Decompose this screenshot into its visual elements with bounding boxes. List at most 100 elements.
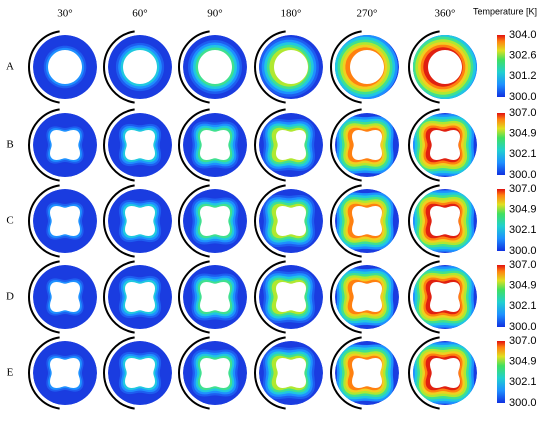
contour-plot: [178, 108, 247, 182]
colorbar: [497, 35, 505, 97]
hole: [276, 206, 306, 236]
contour-plot: [178, 260, 247, 334]
contour-plot: [408, 30, 477, 104]
contour-layers: [413, 35, 477, 99]
colorbar-tick-label: 302.1: [509, 224, 537, 236]
contour-plot: [330, 336, 399, 410]
hole: [276, 130, 306, 160]
wall-arc: [28, 30, 60, 104]
contour-plot: [103, 30, 172, 104]
contour-layers: [108, 189, 172, 253]
hole: [125, 282, 155, 312]
colorbar-tick-label: 300.0: [509, 169, 537, 181]
contour-plot: [28, 260, 97, 334]
contour-plot: [254, 184, 323, 258]
contour-plot: [28, 30, 97, 104]
hole: [200, 282, 230, 312]
hole: [352, 130, 382, 160]
contour-plot: [254, 260, 323, 334]
colorbar-tick-label: 300.0: [509, 91, 537, 103]
contour-layers: [335, 341, 399, 405]
wall-arc: [178, 30, 210, 104]
colorbar-tick-label: 302.1: [509, 376, 537, 388]
contour-layers: [183, 189, 247, 253]
column-header: 270°: [357, 8, 378, 20]
hole: [428, 50, 462, 84]
colorbar: [497, 113, 505, 175]
hole: [430, 358, 460, 388]
column-header: 180°: [281, 8, 302, 20]
hole: [125, 130, 155, 160]
contour-layers: [183, 35, 247, 99]
contour-layers: [413, 265, 477, 329]
colorbar-title: Temperature [K]: [473, 6, 537, 16]
hole: [352, 282, 382, 312]
contour-layers: [33, 265, 97, 329]
colorbar: [497, 265, 505, 327]
wall-arc: [408, 336, 440, 410]
contour-layers: [33, 341, 97, 405]
wall-arc: [254, 108, 286, 182]
contour-plot: [330, 108, 399, 182]
wall-arc: [254, 336, 286, 410]
colorbar-tick-label: 302.6: [509, 50, 537, 62]
contour-plot: [103, 336, 172, 410]
hole: [200, 206, 230, 236]
contour-plot: [28, 184, 97, 258]
contour-layers: [183, 265, 247, 329]
hole: [352, 206, 382, 236]
contour-layers: [108, 35, 172, 99]
colorbar-tick-label: 302.1: [509, 300, 537, 312]
wall-arc: [178, 184, 210, 258]
row-label: B: [6, 139, 13, 151]
wall-arc: [408, 30, 440, 104]
contour-layers: [33, 113, 97, 177]
colorbar-tick-label: 300.0: [509, 245, 537, 257]
wall-arc: [28, 260, 60, 334]
contour-layers: [108, 113, 172, 177]
wall-arc: [28, 184, 60, 258]
contour-layers: [259, 113, 323, 177]
wall-arc: [28, 336, 60, 410]
hole: [352, 358, 382, 388]
hole: [123, 50, 157, 84]
column-header: 60°: [132, 8, 147, 20]
wall-arc: [28, 108, 60, 182]
column-header: 90°: [207, 8, 222, 20]
hole: [200, 130, 230, 160]
contour-layers: [335, 113, 399, 177]
contour-plot: [178, 30, 247, 104]
row-label: E: [7, 367, 14, 379]
colorbar: [497, 341, 505, 403]
contour-layers: [413, 113, 477, 177]
hole: [48, 50, 82, 84]
colorbar-tick-label: 307.0: [509, 335, 537, 347]
hole: [276, 358, 306, 388]
colorbar-tick-label: 304.9: [509, 280, 537, 292]
contour-plot: [103, 260, 172, 334]
contour-plot: [330, 260, 399, 334]
contour-layers: [413, 341, 477, 405]
hole: [50, 206, 80, 236]
hole: [430, 206, 460, 236]
contour-layers: [33, 189, 97, 253]
wall-arc: [178, 108, 210, 182]
colorbar-tick-label: 307.0: [509, 183, 537, 195]
contour-plot: [28, 108, 97, 182]
colorbar-tick-label: 300.0: [509, 321, 537, 333]
wall-arc: [254, 30, 286, 104]
wall-arc: [103, 30, 135, 104]
row-label: A: [6, 61, 14, 73]
contour-plot: [178, 336, 247, 410]
contour-layers: [183, 341, 247, 405]
colorbar-tick-label: 307.0: [509, 107, 537, 119]
contour-layers: [108, 341, 172, 405]
hole: [200, 358, 230, 388]
colorbar-tick-label: 300.0: [509, 397, 537, 409]
wall-arc: [103, 108, 135, 182]
hole: [350, 50, 384, 84]
hole: [274, 50, 308, 84]
hole: [125, 206, 155, 236]
wall-arc: [330, 260, 362, 334]
